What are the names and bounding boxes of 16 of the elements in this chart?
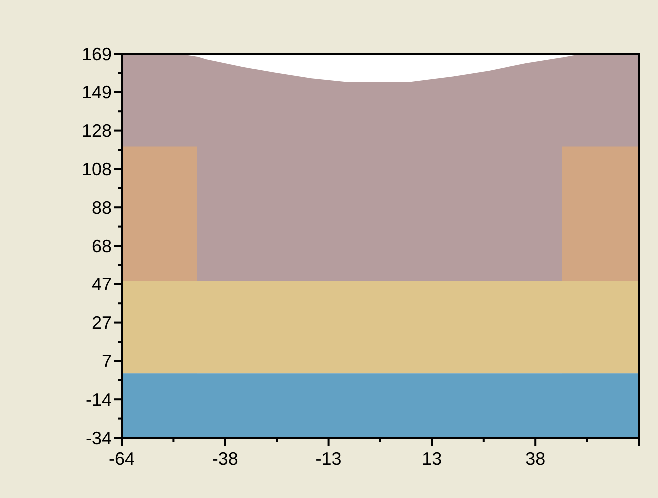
y-tick-label: 7 [102,352,112,372]
y-tick-label: -14 [86,390,112,410]
y-tick-label: 169 [82,44,112,64]
y-tick-label: 88 [92,198,112,218]
x-tick-label: -13 [316,449,342,469]
y-tick-label: 27 [92,313,112,334]
y-tick-label: 108 [82,160,112,180]
y-tick-label: 149 [82,82,112,103]
y-tick-label: 47 [92,274,112,295]
x-tick-label: 13 [422,449,442,469]
x-tick-label: -64 [108,449,136,469]
y-tick-label: 68 [92,236,112,256]
x-tick-label: -38 [212,449,238,469]
y-tick-label: -34 [86,428,112,448]
y-tick-label: 128 [82,121,112,142]
x-tick-label: 38 [526,449,546,469]
